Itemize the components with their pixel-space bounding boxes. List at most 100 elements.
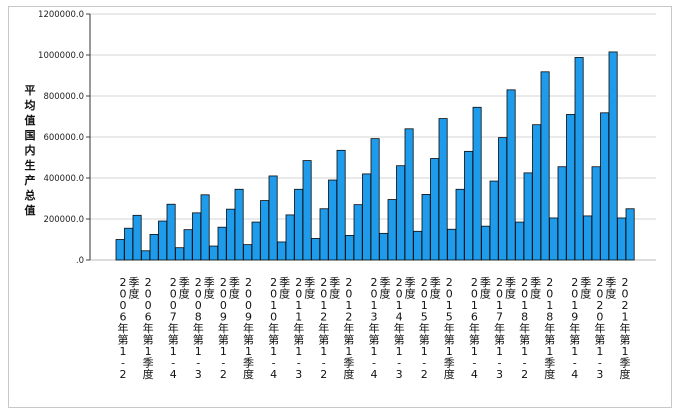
bar — [294, 188, 304, 261]
bar — [353, 204, 363, 261]
svg-text:季: 季 — [143, 357, 154, 370]
svg-text:季: 季 — [343, 357, 354, 370]
svg-text:度: 度 — [343, 367, 354, 381]
svg-text:2: 2 — [446, 276, 453, 289]
svg-text:年: 年 — [469, 321, 480, 335]
bar — [345, 234, 355, 261]
svg-text:第: 第 — [193, 333, 204, 347]
bar — [506, 89, 516, 261]
svg-text:1: 1 — [622, 345, 629, 358]
svg-text:0: 0 — [295, 288, 302, 301]
svg-text:2: 2 — [220, 276, 227, 289]
svg-text:2: 2 — [345, 276, 352, 289]
svg-text:2: 2 — [622, 299, 629, 312]
bar — [285, 214, 295, 261]
bar — [591, 166, 601, 261]
svg-text:第: 第 — [419, 333, 430, 347]
svg-text:1: 1 — [471, 299, 478, 312]
svg-text:第: 第 — [318, 333, 329, 347]
svg-text:第: 第 — [168, 333, 179, 347]
svg-text:季: 季 — [620, 357, 631, 370]
bar — [557, 166, 567, 261]
svg-text:3: 3 — [596, 368, 603, 381]
svg-text:3: 3 — [295, 368, 302, 381]
bar — [200, 194, 210, 261]
svg-text:6: 6 — [120, 311, 127, 324]
svg-text:2: 2 — [521, 368, 528, 381]
svg-text:第: 第 — [394, 333, 405, 347]
svg-text:0: 0 — [245, 299, 252, 312]
svg-text:季: 季 — [444, 357, 455, 370]
svg-text:第: 第 — [444, 333, 455, 347]
svg-text:1: 1 — [471, 345, 478, 358]
svg-text:2: 2 — [546, 276, 553, 289]
svg-text:季: 季 — [430, 276, 441, 289]
svg-text:-: - — [121, 357, 125, 370]
svg-text:季: 季 — [530, 276, 541, 289]
svg-text:度: 度 — [380, 287, 391, 301]
svg-text:5: 5 — [421, 311, 428, 324]
svg-text:0: 0 — [396, 288, 403, 301]
svg-text:-: - — [372, 357, 376, 370]
bar — [583, 215, 593, 261]
svg-text:第: 第 — [569, 333, 580, 347]
svg-text:年: 年 — [444, 321, 455, 335]
svg-text:1: 1 — [320, 299, 327, 312]
y-tick-label: 600000.0 — [43, 133, 84, 143]
svg-text:1: 1 — [496, 345, 503, 358]
svg-text:1: 1 — [295, 311, 302, 324]
svg-text:0: 0 — [371, 288, 378, 301]
svg-text:2: 2 — [170, 276, 177, 289]
svg-text:2: 2 — [295, 276, 302, 289]
bar — [319, 208, 329, 261]
svg-text:-: - — [472, 357, 476, 370]
svg-text:6: 6 — [145, 311, 152, 324]
svg-text:4: 4 — [270, 368, 277, 381]
svg-text:-: - — [196, 357, 200, 370]
svg-text:2: 2 — [320, 311, 327, 324]
bar — [617, 217, 627, 261]
bar — [413, 230, 423, 261]
svg-text:年: 年 — [620, 321, 631, 335]
bar — [251, 221, 261, 261]
svg-text:0: 0 — [496, 288, 503, 301]
svg-text:0: 0 — [622, 288, 629, 301]
bar — [600, 112, 610, 261]
bar — [328, 179, 338, 261]
svg-text:8: 8 — [521, 311, 528, 324]
svg-text:1: 1 — [270, 299, 277, 312]
svg-text:第: 第 — [544, 333, 555, 347]
bar — [183, 229, 193, 261]
svg-text:0: 0 — [446, 288, 453, 301]
svg-text:-: - — [297, 357, 301, 370]
bar — [498, 137, 508, 261]
svg-text:4: 4 — [371, 368, 378, 381]
svg-text:年: 年 — [494, 321, 505, 335]
bar — [430, 158, 440, 261]
bar — [472, 106, 482, 261]
bar — [362, 173, 372, 261]
bar — [523, 172, 533, 261]
bar — [489, 180, 499, 261]
svg-text:度: 度 — [530, 287, 541, 301]
svg-text:0: 0 — [120, 288, 127, 301]
bar — [158, 220, 168, 261]
bars — [115, 51, 635, 261]
svg-text:4: 4 — [571, 368, 578, 381]
svg-text:季: 季 — [243, 357, 254, 370]
svg-text:季: 季 — [329, 276, 340, 289]
svg-text:-: - — [171, 357, 175, 370]
svg-text:3: 3 — [396, 368, 403, 381]
x-axis-ticks: 2006年第1-2季度2006年第1季度2007年第1-4季度2008年第1-3… — [118, 276, 631, 381]
bar — [625, 208, 635, 261]
